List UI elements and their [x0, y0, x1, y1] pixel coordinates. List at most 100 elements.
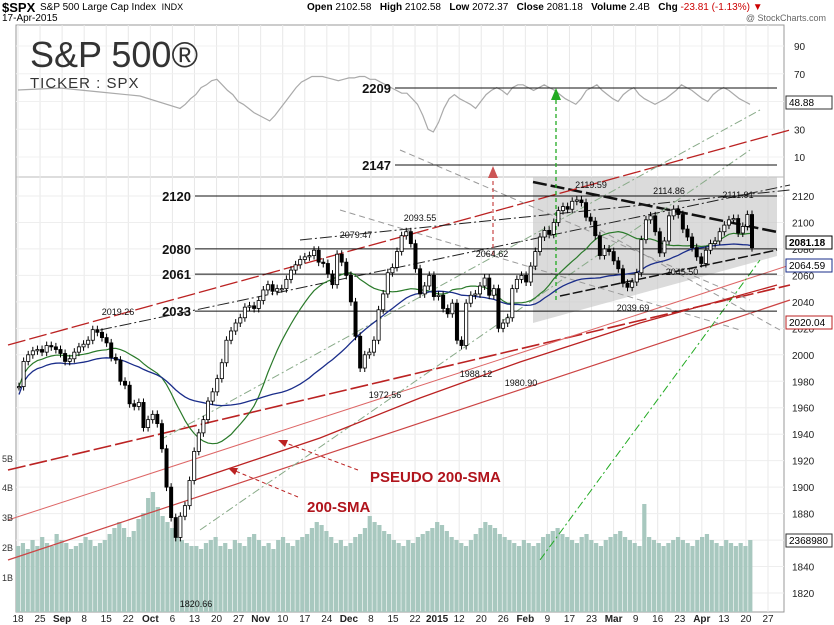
candle-body — [367, 351, 372, 356]
right-tag-label: 48.88 — [789, 98, 814, 109]
volume-bar — [194, 546, 199, 612]
x-tick-label: 17 — [564, 614, 576, 625]
x-tick-label: 27 — [762, 614, 774, 625]
open-value: 2102.58 — [335, 2, 372, 13]
candle-body — [58, 349, 63, 354]
close-label: Close — [516, 2, 544, 13]
volume-bar — [218, 546, 223, 612]
candle-body — [247, 305, 252, 308]
volume-bar — [478, 528, 483, 612]
volume-bar — [271, 549, 276, 612]
candle-body — [136, 402, 141, 407]
x-tick-label: 20 — [476, 614, 488, 625]
price-tick-label: 1900 — [792, 483, 815, 494]
candle-body — [344, 261, 349, 276]
volume-bar — [247, 537, 252, 612]
candle-body — [436, 294, 441, 297]
channel-line — [159, 109, 761, 441]
volume-bar — [661, 546, 666, 612]
chg-value: -23.81 (-1.13%) — [680, 2, 750, 13]
volume-bar — [73, 546, 79, 612]
volume-bar — [449, 537, 454, 612]
candle-body — [556, 210, 561, 223]
candle-body — [588, 216, 593, 222]
volume-bar — [189, 546, 194, 612]
volume-bar — [541, 537, 546, 612]
x-tick-label: 25 — [34, 614, 46, 625]
candle-body — [206, 400, 211, 421]
candle-body — [224, 339, 229, 364]
channel-line — [399, 149, 751, 301]
candle-body — [501, 322, 506, 329]
volume-bar — [425, 531, 430, 612]
volume-bar — [348, 543, 353, 612]
volume-bar — [435, 522, 440, 612]
candle-body — [524, 274, 529, 283]
volume-bar — [406, 540, 411, 612]
volume-bar — [237, 543, 242, 612]
annotations: PSEUDO 200-SMA 200-SMA — [228, 440, 501, 516]
volume-bar — [468, 540, 474, 612]
volume-bar — [30, 540, 35, 612]
candle-body — [376, 309, 381, 341]
volume-bar — [656, 543, 661, 612]
candle-body — [528, 265, 533, 283]
x-tick-label: 8 — [368, 614, 374, 625]
candle-body — [40, 349, 45, 353]
candle-body — [740, 226, 745, 234]
candle-body — [256, 300, 261, 309]
candle-body — [473, 293, 478, 296]
volume-tick-label: 1B — [2, 573, 13, 583]
x-tick-label: 12 — [454, 614, 466, 625]
right-tag-label: 2064.59 — [789, 261, 826, 272]
volume-bar — [146, 498, 151, 612]
candle-body — [164, 448, 169, 488]
x-tick-label: Apr — [693, 614, 710, 625]
volume-bar — [223, 543, 228, 612]
value-label: 1980.90 — [505, 378, 538, 388]
candle-body — [288, 269, 293, 280]
volume-bar — [252, 534, 257, 612]
volume-bar — [170, 528, 175, 612]
volume-bar — [724, 540, 729, 612]
candle-body — [385, 272, 390, 295]
channel-line — [599, 229, 781, 331]
rsi-tick-label: 10 — [794, 153, 806, 164]
volume-bar — [598, 546, 604, 612]
volume-bar — [728, 543, 734, 612]
candle-body — [275, 288, 280, 292]
candle-body — [676, 208, 681, 215]
candle-body — [67, 358, 72, 362]
volume-bar — [49, 546, 54, 612]
volume-bar — [502, 537, 507, 612]
price-candles — [16, 196, 755, 542]
volume-bar — [141, 513, 146, 612]
volume-bar — [160, 516, 165, 612]
volume-bar — [666, 543, 671, 612]
volume-bar — [300, 537, 305, 612]
volume-bar — [738, 543, 743, 612]
value-labels: 2019.26 2079.47 2093.55 2064.62 1972.56 1988.… — [102, 180, 754, 609]
candle-body — [620, 268, 625, 284]
candle-body — [547, 230, 552, 235]
volume-bar — [131, 531, 136, 612]
volume-bar — [627, 540, 632, 612]
volume-bar — [685, 543, 690, 612]
open-label: Open — [307, 2, 333, 13]
candle-body — [325, 263, 330, 275]
stockcharts-brand[interactable]: @ StockCharts.com — [745, 13, 826, 23]
volume-bar — [473, 534, 478, 612]
pseudo-sma-arrowhead — [278, 440, 288, 447]
volume-bar — [512, 543, 517, 612]
volume-tick-label: 4B — [2, 483, 13, 493]
x-tick-label: 16 — [652, 614, 664, 625]
right-tag-box — [785, 95, 833, 110]
candle-body — [353, 301, 358, 337]
volume-tick-label: 5B — [2, 454, 13, 464]
candle-body — [90, 329, 95, 341]
ma-blue-line — [18, 243, 753, 407]
candle-body — [736, 218, 741, 234]
x-tick-label: 20 — [211, 614, 223, 625]
volume-value: 2.4B — [629, 2, 650, 13]
